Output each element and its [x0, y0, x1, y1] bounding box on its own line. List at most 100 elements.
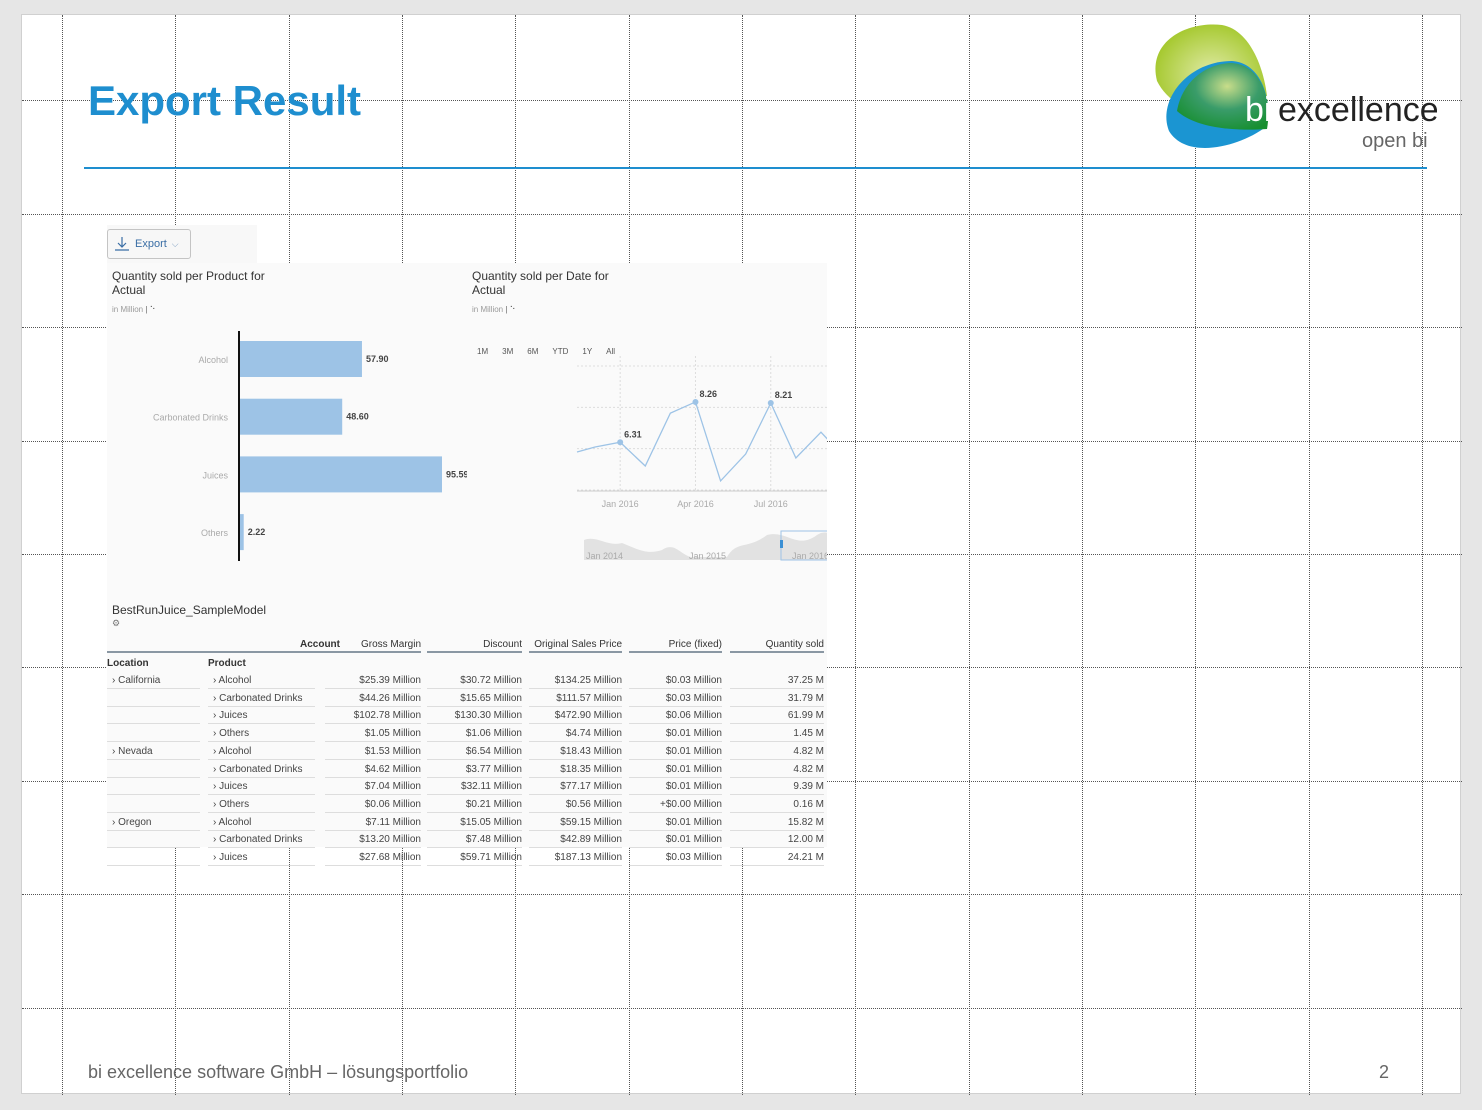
table-panel	[107, 563, 827, 847]
line-unit: in Million	[472, 305, 504, 314]
product-cell[interactable]: › Others	[208, 796, 315, 813]
product-cell[interactable]: › Carbonated Drinks	[208, 690, 315, 707]
range-button[interactable]: YTD	[552, 347, 569, 356]
range-button[interactable]: 3M	[502, 347, 514, 356]
navigator-handle-left	[780, 540, 783, 548]
value-cell: $7.04 Million	[325, 778, 421, 796]
range-button[interactable]: 6M	[527, 347, 539, 356]
location-cell[interactable]: › California	[107, 672, 200, 689]
value-cell: $1.53 Million	[325, 743, 421, 760]
guide-line	[1309, 15, 1310, 1095]
line-chart-subtitle: in Million | ⠑	[472, 305, 516, 314]
bar-category-label: Juices	[202, 470, 228, 480]
value-cell: $59.71 Million	[427, 849, 522, 866]
location-header: Location	[107, 658, 149, 669]
value-cell: $0.03 Million	[629, 849, 722, 866]
range-button[interactable]: 1Y	[582, 347, 593, 356]
value-cell: $0.03 Million	[629, 672, 722, 689]
data-label: 6.31	[624, 429, 642, 439]
product-cell[interactable]: › Juices	[208, 849, 315, 866]
product-cell[interactable]: › Alcohol	[208, 743, 315, 760]
location-cell	[107, 831, 200, 849]
data-label: 8.21	[775, 390, 793, 400]
location-cell	[107, 725, 200, 743]
export-button[interactable]: Export ⌵	[107, 229, 191, 259]
value-cell: 0.16 M	[730, 796, 824, 813]
column-header: Quantity sold	[730, 639, 824, 653]
location-cell	[107, 707, 200, 725]
title-divider	[84, 167, 1427, 169]
value-cell: 12.00 M	[730, 831, 824, 849]
product-cell[interactable]: › Juices	[208, 778, 315, 796]
logo-bi: bi	[1245, 91, 1271, 129]
value-cell: $30.72 Million	[427, 672, 522, 689]
bar-value-label: 48.60	[346, 412, 369, 422]
value-cell: $0.01 Million	[629, 743, 722, 760]
value-cell: $77.17 Million	[529, 778, 622, 796]
product-cell[interactable]: › Others	[208, 725, 315, 743]
bar-chart: Alcohol 57.90 Carbonated Drinks 48.60 Juices…	[153, 331, 467, 561]
navigator-label: Jan 2014	[586, 551, 623, 561]
value-cell: $0.01 Million	[629, 831, 722, 849]
location-header-rule	[107, 639, 225, 653]
range-button[interactable]: All	[606, 347, 616, 356]
charts-panel	[107, 263, 827, 563]
value-cell: $25.39 Million	[325, 672, 421, 689]
bar-category-label: Carbonated Drinks	[153, 413, 229, 423]
column-header: Original Sales Price	[529, 639, 622, 653]
guide-line	[1422, 15, 1423, 1095]
bar-chart-title: Quantity sold per Product for Actual	[112, 269, 265, 297]
series-line	[576, 401, 827, 483]
table-title: BestRunJuice_SampleModel	[112, 603, 267, 617]
bar-category-label: Others	[201, 528, 229, 538]
bar	[239, 456, 442, 493]
guide-line	[1082, 15, 1083, 1095]
value-cell: 4.82 M	[730, 743, 824, 760]
navigator-label: Jan 2015	[689, 551, 726, 561]
bar	[239, 514, 244, 551]
value-cell: $134.25 Million	[529, 672, 622, 689]
column-header: Price (fixed)	[629, 639, 722, 653]
bar-chart-subtitle: in Million | ⠑	[112, 305, 156, 314]
value-cell: $187.13 Million	[529, 849, 622, 866]
bar-unit: in Million	[112, 305, 144, 314]
product-cell[interactable]: › Carbonated Drinks	[208, 761, 315, 778]
location-cell	[107, 778, 200, 796]
value-cell: 31.79 M	[730, 690, 824, 707]
value-cell: 37.25 M	[730, 672, 824, 689]
bar-value-label: 57.90	[366, 354, 389, 364]
value-cell: $44.26 Million	[325, 690, 421, 707]
value-cell: 61.99 M	[730, 707, 824, 725]
slide-title: Export Result	[88, 77, 362, 124]
value-cell: $0.56 Million	[529, 796, 622, 813]
value-cell: 9.39 M	[730, 778, 824, 796]
location-cell	[107, 690, 200, 707]
value-cell: $13.20 Million	[325, 831, 421, 849]
account-header: Account	[208, 639, 340, 653]
product-cell[interactable]: › Carbonated Drinks	[208, 831, 315, 849]
line-chart-title: Quantity sold per Date for Actual	[472, 269, 609, 297]
guide-line	[62, 15, 63, 1095]
value-cell: $111.57 Million	[529, 690, 622, 707]
value-cell: $18.35 Million	[529, 761, 622, 778]
bar	[239, 398, 343, 435]
product-cell[interactable]: › Juices	[208, 707, 315, 725]
range-button[interactable]: 1M	[477, 347, 489, 356]
location-cell[interactable]: › Nevada	[107, 743, 200, 760]
location-cell	[107, 796, 200, 813]
value-cell: $32.11 Million	[427, 778, 522, 796]
bar-value-label: 2.22	[248, 527, 266, 537]
product-cell[interactable]: › Alcohol	[208, 672, 315, 689]
value-cell: $0.06 Million	[325, 796, 421, 813]
value-cell: $6.54 Million	[427, 743, 522, 760]
product-cell[interactable]: › Alcohol	[208, 814, 315, 831]
value-cell: $130.30 Million	[427, 707, 522, 725]
value-cell: $0.03 Million	[629, 690, 722, 707]
location-cell[interactable]: › Oregon	[107, 814, 200, 831]
value-cell: $42.89 Million	[529, 831, 622, 849]
value-cell: $0.01 Million	[629, 814, 722, 831]
bar-value-label: 95.59	[446, 469, 467, 479]
download-icon	[115, 237, 129, 251]
column-header: Gross Margin	[325, 639, 421, 653]
footer-text: bi excellence software GmbH – lösungspor…	[88, 1062, 469, 1082]
